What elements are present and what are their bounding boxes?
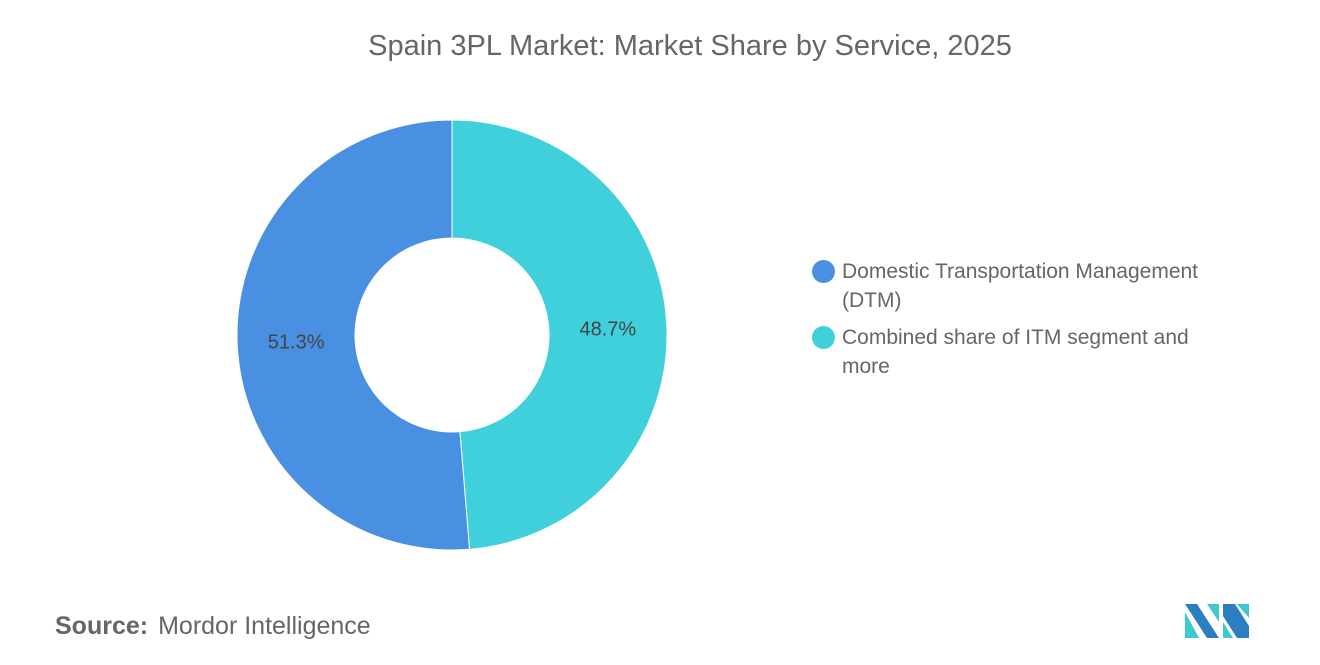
slice-dtm xyxy=(236,119,471,551)
source-label: Source: xyxy=(55,612,149,640)
slice-itm xyxy=(451,119,668,550)
legend: Domestic Transportation Management (DTM)… xyxy=(812,257,1232,389)
legend-swatch xyxy=(812,260,835,283)
source-value: Mordor Intelligence xyxy=(158,612,371,640)
legend-label: Combined share of ITM segment and more xyxy=(842,326,1189,378)
legend-swatch xyxy=(812,326,835,349)
mordor-logo xyxy=(1185,604,1249,638)
data-label: 48.7% xyxy=(580,319,637,341)
source-note: Source: Mordor Intelligence xyxy=(55,612,371,641)
legend-item-itm: Combined share of ITM segment and more xyxy=(812,323,1232,381)
chart-title: Spain 3PL Market: Market Share by Servic… xyxy=(368,30,1012,62)
legend-label: Domestic Transportation Management (DTM) xyxy=(842,260,1199,312)
data-label: 51.3% xyxy=(268,331,325,353)
legend-item-dtm: Domestic Transportation Management (DTM) xyxy=(812,257,1232,315)
